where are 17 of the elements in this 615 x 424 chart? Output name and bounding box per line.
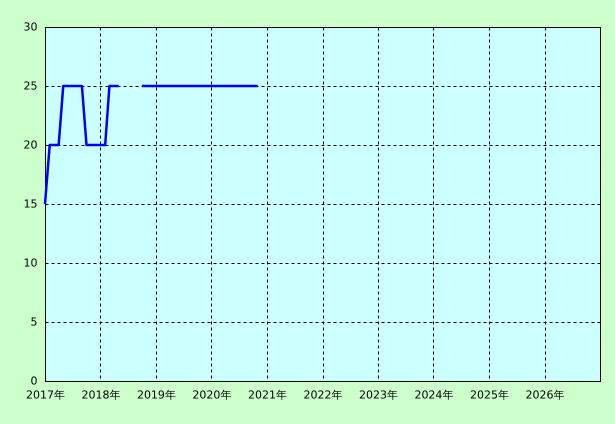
y-tick-label: 0 <box>30 374 38 388</box>
x-tick-label: 2019年 <box>136 388 176 402</box>
y-tick-label: 5 <box>30 316 38 328</box>
y-tick-label: 15 <box>24 198 38 210</box>
x-tick-label: 2023年 <box>358 388 398 402</box>
x-tick-label: 2022年 <box>304 388 342 402</box>
x-tick-label: 2025年 <box>470 388 510 402</box>
x-tick-label: 2020年 <box>192 388 232 402</box>
y-tick-label: 10 <box>24 256 38 270</box>
y-tick-label: 30 <box>24 20 38 34</box>
x-tick-label: 2026年 <box>526 388 565 402</box>
y-tick-label: 20 <box>24 138 38 152</box>
x-tick-label: 2021年 <box>248 388 288 402</box>
y-tick-label: 25 <box>24 80 38 92</box>
x-tick-label: 2018年 <box>81 388 120 402</box>
x-tick-label: 2017年 <box>26 388 65 402</box>
x-tick-label: 2024年 <box>414 388 454 402</box>
